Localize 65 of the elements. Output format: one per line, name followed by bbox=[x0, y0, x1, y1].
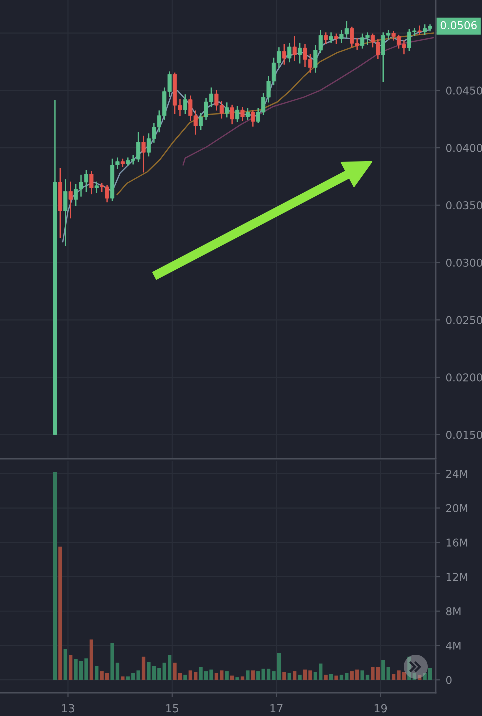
candlestick bbox=[418, 26, 422, 36]
bar bbox=[240, 676, 245, 680]
bar bbox=[246, 670, 250, 680]
candlestick bbox=[329, 32, 334, 44]
bar bbox=[95, 666, 99, 680]
bar bbox=[382, 660, 386, 680]
bar bbox=[334, 676, 338, 680]
y-tick-label: 0.0350 bbox=[446, 202, 482, 210]
bar bbox=[184, 674, 188, 680]
bar bbox=[121, 676, 125, 680]
y-tick-label: 8M bbox=[446, 607, 461, 616]
candlestick bbox=[292, 36, 297, 62]
y-tick-label: 12M bbox=[446, 573, 468, 582]
candlestick bbox=[94, 182, 99, 194]
y-tick-label: 4M bbox=[446, 642, 461, 650]
candlestick bbox=[240, 107, 245, 122]
y-tick-label: 0.0400 bbox=[446, 144, 482, 152]
bar bbox=[288, 673, 292, 680]
y-tick-label: 20M bbox=[446, 504, 468, 512]
candlestick bbox=[298, 42, 302, 64]
candlestick bbox=[324, 32, 328, 44]
candlestick bbox=[64, 180, 68, 246]
candlestick bbox=[68, 182, 73, 219]
bar bbox=[58, 546, 62, 680]
bar bbox=[418, 674, 422, 680]
bar bbox=[282, 672, 286, 680]
candlestick bbox=[230, 104, 234, 125]
y-tick-label: 0.0200 bbox=[446, 374, 482, 382]
bar bbox=[69, 655, 73, 680]
bar bbox=[251, 670, 255, 680]
y-tick-label: 0.0150 bbox=[446, 431, 482, 440]
candlestick bbox=[246, 108, 250, 120]
x-tick-label: 13 bbox=[62, 704, 74, 713]
y-tick-label: 0.0450 bbox=[446, 86, 482, 95]
candlestick bbox=[225, 102, 230, 118]
candlestick bbox=[183, 94, 188, 114]
candlestick bbox=[282, 44, 286, 65]
line-series bbox=[116, 32, 435, 196]
x-tick-label: 15 bbox=[166, 704, 179, 713]
y-tick-label: 24M bbox=[446, 470, 468, 478]
x-tick-label: 19 bbox=[374, 704, 388, 713]
bar bbox=[329, 674, 334, 680]
x-tick-label: 17 bbox=[270, 704, 283, 713]
annotation: 0.0506 bbox=[440, 21, 477, 30]
bar bbox=[298, 674, 302, 680]
candlestick bbox=[142, 136, 146, 173]
y-tick-label: 0.0300 bbox=[446, 258, 482, 267]
bar bbox=[324, 674, 328, 680]
bar bbox=[142, 656, 146, 680]
y-tick-label: 0 bbox=[446, 676, 452, 684]
bar bbox=[53, 472, 58, 680]
bar bbox=[386, 667, 390, 680]
candlestick bbox=[334, 34, 339, 44]
bar bbox=[225, 672, 229, 680]
candlestick bbox=[251, 110, 256, 127]
bar bbox=[64, 649, 68, 680]
bar bbox=[293, 672, 297, 680]
y-tick-label: 0.0250 bbox=[446, 316, 482, 324]
bar bbox=[256, 672, 260, 680]
bar bbox=[236, 678, 240, 680]
candlestick bbox=[288, 42, 292, 63]
bar bbox=[90, 640, 94, 680]
candlestick bbox=[236, 106, 240, 122]
y-tick-label: 16M bbox=[446, 538, 468, 547]
candlestick bbox=[90, 172, 94, 195]
